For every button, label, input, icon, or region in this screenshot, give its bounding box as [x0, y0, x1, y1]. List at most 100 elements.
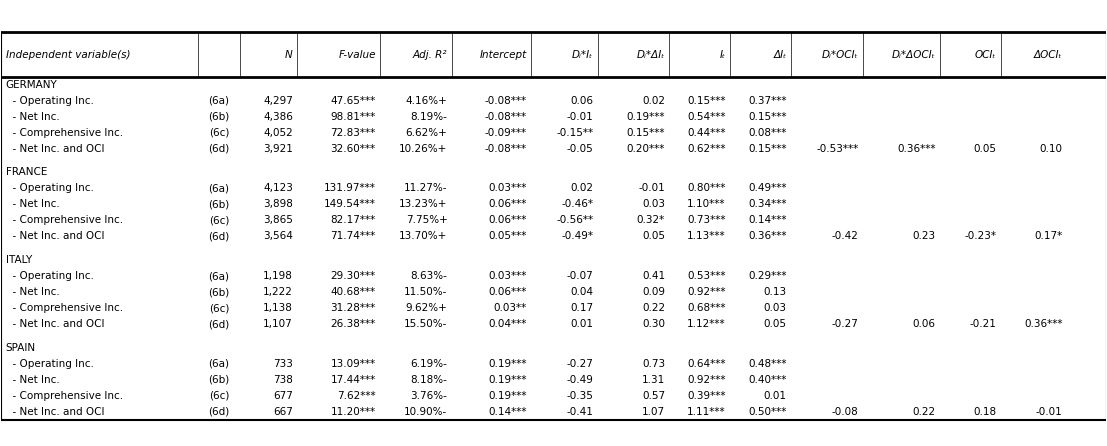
Text: 10.26%+: 10.26%+ [400, 144, 447, 153]
Text: 4,297: 4,297 [263, 96, 293, 106]
Text: FRANCE: FRANCE [6, 167, 48, 178]
Text: -0.53***: -0.53*** [816, 144, 858, 153]
Text: 0.14***: 0.14*** [748, 215, 786, 225]
Text: 0.48***: 0.48*** [748, 359, 786, 369]
Text: -0.08: -0.08 [831, 407, 858, 417]
Text: 8.63%-: 8.63%- [411, 271, 447, 281]
Text: -0.08***: -0.08*** [485, 96, 527, 106]
Text: - Operating Inc.: - Operating Inc. [6, 271, 94, 281]
Text: 47.65***: 47.65*** [331, 96, 375, 106]
Text: F-value: F-value [339, 50, 375, 60]
Text: Dᵢ*ΔIₜ: Dᵢ*ΔIₜ [637, 50, 665, 60]
Text: 72.83***: 72.83*** [331, 128, 375, 137]
Text: 0.80***: 0.80*** [687, 183, 726, 194]
Text: 0.54***: 0.54*** [687, 112, 726, 122]
Text: 0.03: 0.03 [764, 303, 786, 313]
Text: 0.44***: 0.44*** [687, 128, 726, 137]
Text: Dᵢ*ΔOCIₜ: Dᵢ*ΔOCIₜ [892, 50, 935, 60]
Text: 1,198: 1,198 [263, 271, 293, 281]
Text: 0.15***: 0.15*** [627, 128, 665, 137]
Text: - Operating Inc.: - Operating Inc. [6, 359, 94, 369]
Text: 0.10: 0.10 [1039, 144, 1063, 153]
Text: -0.49*: -0.49* [561, 231, 593, 241]
Text: (6c): (6c) [209, 128, 229, 137]
Text: (6d): (6d) [208, 407, 229, 417]
Text: Independent variable(s): Independent variable(s) [6, 50, 131, 60]
Text: 0.08***: 0.08*** [748, 128, 786, 137]
Text: - Net Inc.: - Net Inc. [6, 287, 60, 297]
Text: 0.06***: 0.06*** [488, 215, 527, 225]
Text: (6a): (6a) [208, 271, 229, 281]
Text: 98.81***: 98.81*** [331, 112, 375, 122]
Text: 0.29***: 0.29*** [748, 271, 786, 281]
Text: ITALY: ITALY [6, 255, 32, 265]
Text: 7.62***: 7.62*** [338, 391, 375, 401]
Text: -0.27: -0.27 [831, 319, 858, 329]
Text: -0.49: -0.49 [567, 375, 593, 385]
Text: 8.19%-: 8.19%- [411, 112, 447, 122]
Text: 6.19%-: 6.19%- [411, 359, 447, 369]
Text: 0.92***: 0.92*** [687, 287, 726, 297]
Text: -0.07: -0.07 [567, 271, 593, 281]
Text: 0.05: 0.05 [642, 231, 665, 241]
Text: 0.50***: 0.50*** [748, 407, 786, 417]
Text: (6c): (6c) [209, 303, 229, 313]
Text: 0.01: 0.01 [570, 319, 593, 329]
Text: 0.03***: 0.03*** [488, 271, 527, 281]
Text: -0.23*: -0.23* [964, 231, 996, 241]
Text: 0.05: 0.05 [764, 319, 786, 329]
Text: (6a): (6a) [208, 183, 229, 194]
Text: 0.22: 0.22 [642, 303, 665, 313]
Text: 1.12***: 1.12*** [687, 319, 726, 329]
Text: 13.09***: 13.09*** [331, 359, 375, 369]
Text: -0.41: -0.41 [567, 407, 593, 417]
Text: 0.17: 0.17 [570, 303, 593, 313]
Text: 0.17*: 0.17* [1034, 231, 1063, 241]
Text: 0.02: 0.02 [642, 96, 665, 106]
Text: 0.36***: 0.36*** [897, 144, 935, 153]
Text: 149.54***: 149.54*** [324, 199, 375, 209]
Text: 3,921: 3,921 [263, 144, 293, 153]
Text: 0.36***: 0.36*** [748, 231, 786, 241]
Text: 0.19***: 0.19*** [488, 359, 527, 369]
Text: 1.10***: 1.10*** [687, 199, 726, 209]
Text: 0.05: 0.05 [973, 144, 996, 153]
Text: 0.03**: 0.03** [494, 303, 527, 313]
Text: Intercept: Intercept [479, 50, 527, 60]
Text: (6b): (6b) [208, 112, 229, 122]
Text: 0.15***: 0.15*** [687, 96, 726, 106]
Text: -0.01: -0.01 [567, 112, 593, 122]
Text: -0.08***: -0.08*** [485, 112, 527, 122]
Text: Iₜ: Iₜ [720, 50, 726, 60]
Text: 0.64***: 0.64*** [687, 359, 726, 369]
Text: 0.73: 0.73 [642, 359, 665, 369]
Text: - Net Inc.: - Net Inc. [6, 199, 60, 209]
Text: - Net Inc. and OCI: - Net Inc. and OCI [6, 319, 104, 329]
Text: 0.18: 0.18 [973, 407, 996, 417]
Text: 29.30***: 29.30*** [331, 271, 375, 281]
Text: 0.68***: 0.68*** [687, 303, 726, 313]
Text: 0.20***: 0.20*** [627, 144, 665, 153]
Text: 7.75%+: 7.75%+ [406, 215, 447, 225]
Text: 31.28***: 31.28*** [331, 303, 375, 313]
Text: 0.62***: 0.62*** [687, 144, 726, 153]
Text: - Comprehensive Inc.: - Comprehensive Inc. [6, 391, 123, 401]
Text: 0.02: 0.02 [570, 183, 593, 194]
Text: -0.05: -0.05 [567, 144, 593, 153]
Text: 733: 733 [273, 359, 293, 369]
Text: -0.46*: -0.46* [561, 199, 593, 209]
Text: 1.13***: 1.13*** [687, 231, 726, 241]
Text: ΔOCIₜ: ΔOCIₜ [1034, 50, 1063, 60]
Text: 4,123: 4,123 [263, 183, 293, 194]
Text: 0.57: 0.57 [642, 391, 665, 401]
Text: (6d): (6d) [208, 231, 229, 241]
Text: (6c): (6c) [209, 391, 229, 401]
Text: 3,564: 3,564 [263, 231, 293, 241]
Text: -0.15**: -0.15** [556, 128, 593, 137]
Text: 0.19***: 0.19*** [627, 112, 665, 122]
Text: 13.70%+: 13.70%+ [400, 231, 447, 241]
Text: 0.05***: 0.05*** [488, 231, 527, 241]
Text: 6.62%+: 6.62%+ [406, 128, 447, 137]
Text: 0.22: 0.22 [912, 407, 935, 417]
Text: (6b): (6b) [208, 375, 229, 385]
